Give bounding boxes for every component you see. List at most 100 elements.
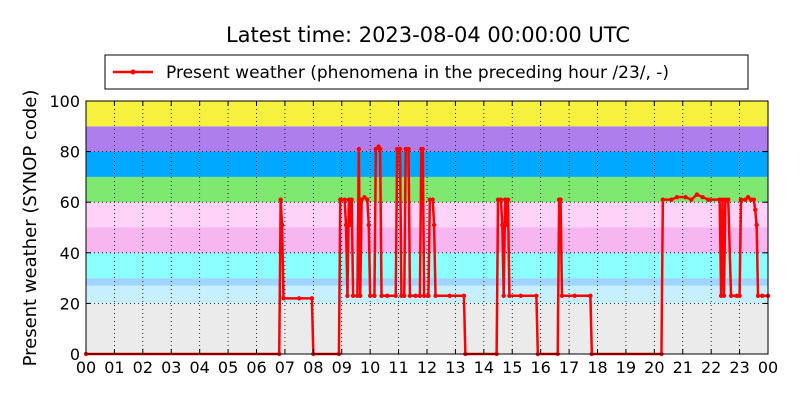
series-layer (83, 144, 771, 357)
band-4 (86, 227, 768, 253)
x-tick-label: 04 (189, 358, 209, 377)
data-point-29 (379, 293, 384, 299)
data-point-62 (534, 293, 539, 299)
x-tick-label: 20 (644, 358, 664, 377)
data-point-38 (407, 293, 413, 299)
x-tick-label: 00 (758, 358, 778, 377)
data-point-11 (343, 222, 349, 228)
legend-box (104, 54, 749, 90)
legend-label: Present weather (phenomena in the preced… (166, 63, 669, 83)
data-point-75 (683, 194, 688, 200)
data-point-61 (518, 293, 523, 299)
data-point-39 (413, 293, 418, 299)
x-tick-label: 01 (104, 358, 124, 377)
data-point-20 (359, 197, 364, 202)
data-point-66 (558, 197, 563, 202)
data-point-88 (737, 293, 742, 299)
data-point-54 (498, 197, 504, 202)
x-axis: 00 01 02 03 04 05 06 07 08 09 10 11 12 13 14 15 16 17 18 19… (76, 101, 778, 377)
data-point-59 (505, 197, 511, 202)
x-tick-label: 08 (303, 358, 323, 377)
data-point-74 (674, 194, 680, 200)
data-point-50 (461, 293, 467, 299)
data-point-14 (348, 222, 353, 228)
data-point-35 (402, 293, 407, 299)
data-point-24 (367, 293, 373, 299)
data-point-22 (365, 197, 370, 202)
data-point-86 (728, 293, 734, 299)
background-bands (86, 101, 768, 354)
x-tick-label: 17 (559, 358, 579, 377)
y-axis-label: Present weather (SYNOP code) (20, 90, 41, 367)
data-point-89 (738, 197, 744, 202)
y-tick-label: 100 (49, 92, 80, 111)
y-axis: 0 20 40 60 80 100 (49, 92, 768, 364)
x-tick-label: 11 (388, 358, 408, 377)
data-point-4 (281, 296, 286, 301)
data-point-31 (393, 293, 398, 299)
x-tick-label: 03 (161, 358, 181, 377)
data-point-9 (338, 197, 343, 202)
data-point-73 (669, 197, 674, 202)
data-point-68 (572, 293, 577, 299)
data-point-43 (421, 293, 427, 299)
data-point-90 (743, 197, 748, 202)
data-point-60 (507, 293, 512, 299)
data-point-91 (745, 194, 751, 200)
y-tick-label: 60 (60, 193, 80, 212)
legend-marker-swatch (130, 69, 136, 75)
data-point-77 (694, 192, 700, 197)
y-tick-label: 0 (70, 345, 80, 364)
data-point-67 (559, 293, 565, 299)
x-tick-label: 15 (502, 358, 522, 377)
data-point-3 (279, 222, 285, 228)
data-point-23 (366, 222, 371, 228)
x-tick-label: 12 (417, 358, 437, 377)
data-point-37 (406, 146, 411, 152)
data-point-95 (754, 222, 759, 228)
x-tick-label: 10 (360, 358, 380, 377)
x-tick-label: 13 (445, 358, 465, 377)
x-tick-label: 21 (673, 358, 693, 377)
band-8 (86, 126, 768, 152)
data-point-58 (504, 222, 509, 228)
data-point-83 (721, 293, 727, 299)
data-point-42 (420, 146, 425, 152)
x-tick-label: 09 (332, 358, 352, 377)
data-point-15 (349, 197, 354, 202)
data-point-33 (397, 146, 403, 152)
x-tick-label: 02 (133, 358, 153, 377)
x-tick-label: 23 (729, 358, 749, 377)
band-0 (86, 303, 768, 354)
data-point-96 (755, 293, 761, 299)
data-point-19 (358, 293, 363, 299)
data-point-55 (500, 222, 505, 228)
data-point-48 (433, 293, 438, 299)
data-point-93 (751, 197, 756, 202)
data-point-69 (588, 293, 593, 299)
x-tick-label: 14 (474, 358, 494, 377)
data-point-47 (431, 222, 437, 228)
data-point-12 (345, 293, 350, 299)
data-point-97 (760, 293, 765, 299)
data-point-5 (296, 296, 302, 301)
y-tick-label: 40 (60, 244, 80, 263)
x-tick-label: 00 (76, 358, 96, 377)
y-tick-label: 20 (60, 294, 80, 313)
chart-title: Latest time: 2023-08-04 00:00:00 UTC (226, 23, 630, 47)
band-7 (86, 151, 768, 177)
x-tick-label: 07 (275, 358, 295, 377)
x-tick-label: 16 (530, 358, 550, 377)
data-point-26 (373, 146, 379, 152)
data-point-6 (309, 296, 315, 301)
legend: Present weather (phenomena in the preced… (104, 54, 749, 90)
x-tick-label: 18 (587, 358, 607, 377)
data-point-40 (417, 293, 423, 299)
data-point-44 (426, 293, 431, 299)
data-point-2 (278, 197, 283, 202)
x-tick-label: 22 (701, 358, 721, 377)
data-point-21 (362, 194, 367, 200)
y-tick-label: 80 (60, 143, 80, 162)
data-point-18 (356, 146, 361, 152)
